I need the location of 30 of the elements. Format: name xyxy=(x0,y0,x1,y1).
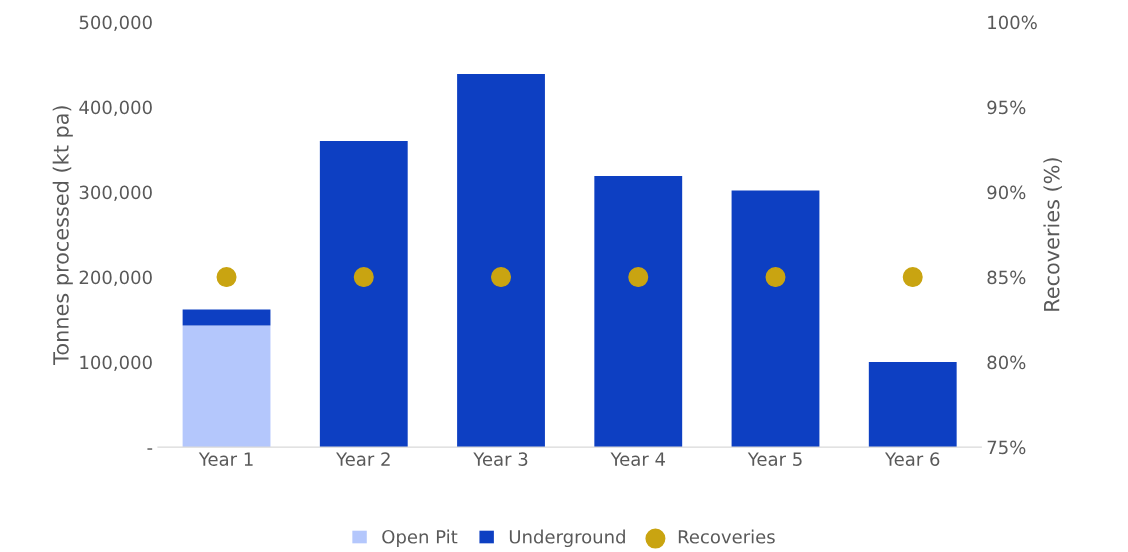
y-tick-label: 200,000 xyxy=(79,270,152,287)
y2-axis-title: Recoveries (%) xyxy=(1043,158,1062,311)
x-tick-label: Year 4 xyxy=(610,452,665,466)
y2-tick-label: 95% xyxy=(987,100,1026,115)
x-tick-label: Year 1 xyxy=(198,452,253,466)
y2-tick-label: 80% xyxy=(987,355,1026,370)
x-tick-label: Year 3 xyxy=(473,452,528,466)
bar xyxy=(182,309,271,326)
bar xyxy=(731,190,820,448)
y-tick-label: 400,000 xyxy=(79,100,152,117)
y-tick-label: - xyxy=(147,448,153,450)
bar xyxy=(457,73,545,448)
legend-label: Open Pit xyxy=(382,529,458,548)
y2-tick-label: 85% xyxy=(987,270,1026,285)
y-axis-title: Tonnes processed (kt pa) xyxy=(52,106,73,365)
y-tick-label: 300,000 xyxy=(79,185,152,202)
bar xyxy=(319,141,408,448)
x-tick-label: Year 5 xyxy=(747,452,802,466)
legend-label: Underground xyxy=(509,529,625,548)
y2-tick-label: 100% xyxy=(988,15,1037,30)
y2-tick-label: 90% xyxy=(987,185,1026,200)
y-tick-label: 500,000 xyxy=(79,15,152,32)
bar xyxy=(182,325,271,448)
legend-label: Recoveries xyxy=(678,529,775,544)
bar xyxy=(868,362,957,448)
bar xyxy=(594,175,683,448)
x-tick-label: Year 2 xyxy=(336,452,390,466)
y2-tick-label: 75% xyxy=(987,440,1026,455)
x-tick-label: Year 6 xyxy=(884,452,940,466)
y-tick-label: 100,000 xyxy=(80,355,152,372)
